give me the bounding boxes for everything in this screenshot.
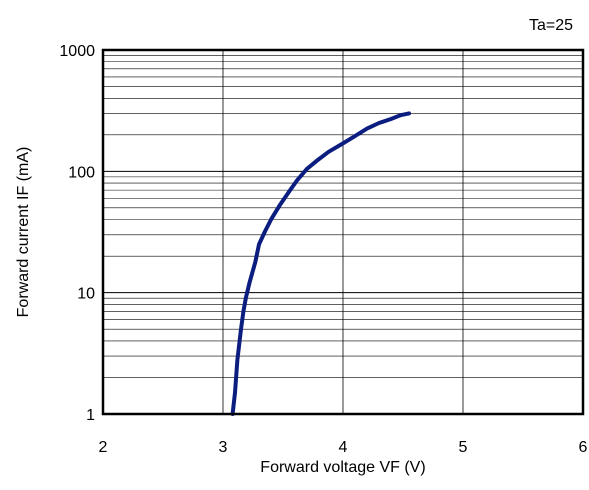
x-tick-label: 2 — [99, 439, 108, 456]
plot-frame — [101, 48, 585, 416]
x-tick-label: 5 — [459, 439, 468, 456]
grid-major — [103, 50, 583, 414]
y-tick-label: 10 — [77, 286, 95, 303]
y-tick-label: 1000 — [59, 43, 95, 60]
x-tick-label: 6 — [579, 439, 588, 456]
x-tick-label: 4 — [339, 439, 348, 456]
y-tick-label: 100 — [68, 164, 95, 181]
x-axis-title: Forward voltage VF (V) — [260, 459, 425, 476]
series-line — [230, 111, 411, 416]
y-tick-label: 1 — [86, 407, 95, 424]
series-layer — [230, 111, 411, 416]
y-axis-title: Forward current IF (mA) — [15, 147, 32, 318]
tick-labels: 2 3 4 5 6 1 10 100 1000 — [59, 43, 587, 456]
x-tick-label: 3 — [219, 439, 228, 456]
temperature-annotation: Ta=25 — [529, 17, 573, 34]
